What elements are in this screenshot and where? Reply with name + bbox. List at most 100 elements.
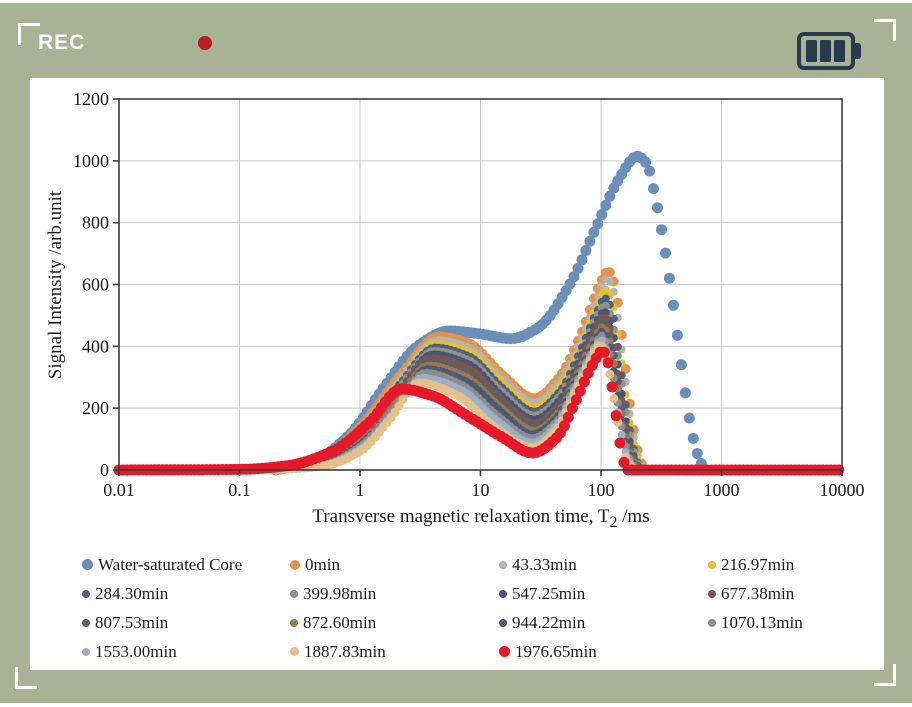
data-point [683,412,695,424]
legend-marker-icon [708,560,716,569]
data-point [667,299,679,311]
legend-item: 1553.00min [82,637,290,666]
data-point [600,199,612,211]
data-point [394,401,404,411]
viewfinder-corner-bracket [18,23,40,45]
legend-marker-icon [290,647,299,656]
data-point [601,308,610,317]
data-point [656,224,667,236]
x-tick-label: 10 [472,480,490,500]
legend-label: 284.30min [95,583,169,603]
legend-marker-icon [708,618,716,627]
legend-marker-icon [290,589,298,598]
legend-marker-icon [290,559,300,570]
data-point [592,218,604,230]
battery-level-bar [834,40,845,62]
data-point [648,183,659,195]
data-point [679,387,691,399]
x-tick-label: 0.1 [228,480,251,500]
legend-label: 0min [305,554,340,574]
data-point [687,432,699,444]
legend-marker-icon [708,589,716,598]
data-point [610,410,622,422]
legend-label: 1887.83min [304,641,386,661]
data-point [598,346,610,358]
legend-label: 1553.00min [95,641,177,661]
data-point [562,411,574,423]
legend-label: 43.33min [512,554,577,574]
data-point [566,402,578,414]
data-point [576,254,588,266]
legend-label: 677.38min [721,583,795,603]
y-tick-label: 400 [82,336,109,356]
data-point [570,394,582,406]
viewfinder-corner-bracket [15,667,37,689]
legend-label: 399.98min [303,583,377,603]
legend-label: 547.25min [512,583,586,603]
x-tick-label: 100 [588,480,615,500]
rec-recording-dot-icon [198,36,212,50]
legend-marker-icon [82,647,90,656]
data-point [652,202,663,214]
rec-indicator-label: REC [38,31,86,54]
x-axis-title: Transverse magnetic relaxation time, T2 … [312,506,650,531]
legend-label: 1070.13min [721,612,803,632]
y-tick-label: 0 [100,460,109,480]
data-point [605,277,614,286]
y-tick-label: 1200 [73,89,109,109]
legend-item: 807.53min [82,608,290,637]
legend-item: 0min [290,550,499,579]
legend-label: 944.22min [512,612,586,632]
data-point [596,209,608,220]
data-point [572,263,584,274]
data-point [606,381,618,393]
data-point [558,420,570,432]
t2-distribution-plot: 0.01 0.1 1 10 100 1000 10000 0 200 400 600 800 1000 1… [73,89,865,500]
legend-item: 547.25min [499,579,708,608]
legend-marker-icon [499,618,507,627]
legend-item: Water-saturated Core [82,550,290,579]
y-tick-label: 1000 [73,151,109,171]
legend-label: 807.53min [95,612,169,632]
data-point [644,165,656,177]
legend-item: 872.60min [290,608,499,637]
data-point [601,301,610,310]
legend-marker-icon [82,559,93,570]
data-point [568,271,580,283]
legend-label: 216.97min [721,554,795,574]
x-tick-label: 1 [356,480,365,500]
legend-item: 1976.65min [499,637,708,666]
legend-marker-icon [499,646,510,657]
y-tick-label: 600 [82,275,109,295]
legend-item: 399.98min [290,579,499,608]
legend-marker-icon [82,618,90,627]
x-tick-label: 0.01 [103,480,135,500]
chart-panel: 0.01 0.1 1 10 100 1000 10000 0 200 400 600 800 1000 1… [30,78,884,670]
legend-item: 1070.13min [708,608,872,637]
battery-terminal [855,43,861,59]
legend-item: 944.22min [499,608,708,637]
legend-item: 216.97min [708,550,872,579]
data-point [584,235,596,247]
viewfinder-corner-bracket [874,19,896,41]
data-point [578,376,590,388]
legend-label: 1976.65min [515,641,597,661]
data-point [580,245,592,256]
legend-item: 43.33min [499,550,708,579]
data-point [605,369,615,379]
legend-marker-icon [499,589,507,598]
legend-marker-icon [290,618,298,627]
y-axis-title: Signal Intensity /arb.unit [45,190,66,380]
data-point [640,156,652,168]
battery-icon [797,32,861,70]
data-point [614,437,626,449]
data-point [617,430,626,439]
data-point [671,329,683,341]
legend-label: 872.60min [303,612,377,632]
data-point [601,294,610,303]
data-point [675,359,687,371]
legend-item: 284.30min [82,579,290,608]
data-point [604,267,615,278]
legend-label: Water-saturated Core [98,554,243,574]
